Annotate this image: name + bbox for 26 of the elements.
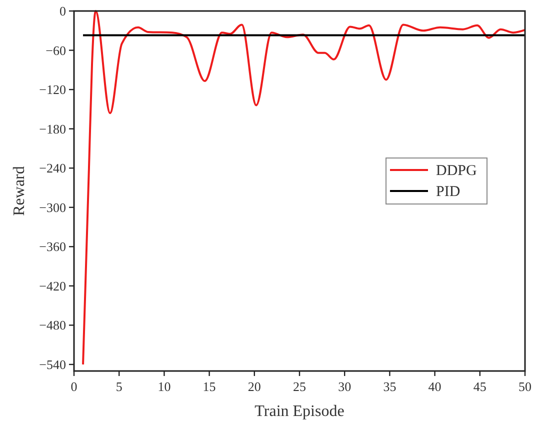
y-tick-label: −540 bbox=[39, 356, 66, 372]
y-tick-label: −480 bbox=[39, 318, 66, 333]
x-tick-label: 45 bbox=[473, 379, 486, 394]
y-tick-label: 0 bbox=[60, 4, 66, 18]
x-tick-label: 40 bbox=[428, 379, 442, 394]
x-tick-label: 15 bbox=[202, 379, 216, 394]
x-tick-label: 25 bbox=[293, 379, 306, 394]
x-tick-label: 30 bbox=[338, 379, 352, 394]
x-tick-label: 0 bbox=[70, 379, 78, 394]
x-axis-title: Train Episode bbox=[254, 403, 344, 420]
line-series bbox=[82, 10, 526, 366]
y-tick-label: −420 bbox=[39, 278, 66, 294]
y-tick-label: −300 bbox=[39, 200, 66, 215]
y-axis-title: Reward bbox=[11, 166, 28, 216]
y-tick-label: −60 bbox=[46, 42, 66, 58]
x-tick-label: 10 bbox=[158, 379, 171, 394]
x-tick-label: 5 bbox=[116, 379, 122, 394]
y-tick-label: −360 bbox=[39, 239, 66, 254]
x-tick-label: 50 bbox=[518, 379, 532, 394]
x-tick-label: 35 bbox=[383, 379, 396, 394]
legend-label: DDPG bbox=[436, 163, 478, 179]
y-tick-label: −120 bbox=[39, 82, 66, 98]
y-tick-label: −180 bbox=[39, 121, 66, 136]
x-tick-label: 20 bbox=[248, 379, 261, 394]
legend-label: PID bbox=[436, 184, 460, 200]
y-tick-label: −240 bbox=[39, 160, 66, 176]
